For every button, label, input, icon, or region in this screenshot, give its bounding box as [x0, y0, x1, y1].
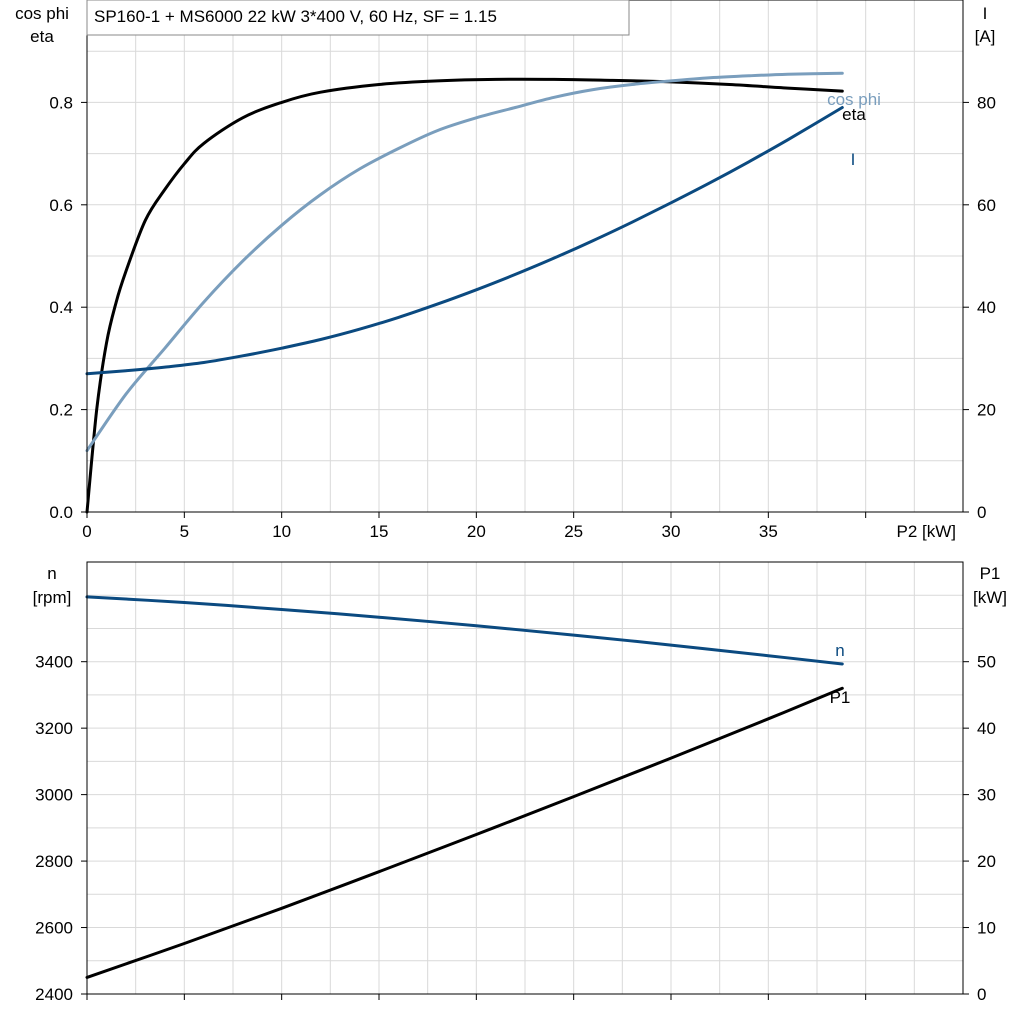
x-tick-label: 20: [467, 522, 486, 541]
top-left-tick-label: 0.6: [49, 196, 73, 215]
bottom-plot-frame: [86, 561, 964, 995]
top-right-axis-label-2: [A]: [975, 27, 996, 46]
bottom-left-tick-label: 3000: [35, 786, 73, 805]
top-right-tick-label: 0: [977, 503, 986, 522]
x-tick-label: 5: [180, 522, 189, 541]
x-tick-label: 15: [370, 522, 389, 541]
bottom-left-tick-label: 3200: [35, 719, 73, 738]
chart-title: SP160-1 + MS6000 22 kW 3*400 V, 60 Hz, S…: [94, 7, 497, 26]
series-line-n: [85, 595, 844, 666]
x-tick-label: 25: [564, 522, 583, 541]
title-box: [86, 0, 630, 36]
top-right-tick-label: 20: [977, 401, 996, 420]
x-axis-label: P2 [kW]: [896, 522, 956, 541]
top-right-axis-label-1: I: [983, 4, 988, 23]
bottom-right-axis-label-1: P1: [980, 564, 1001, 583]
top-right-tick-label: 80: [977, 93, 996, 112]
top-right-tick-label: 40: [977, 298, 996, 317]
bottom-left-axis-label-1: n: [47, 564, 56, 583]
x-tick-label: 35: [759, 522, 778, 541]
x-tick-label: 30: [662, 522, 681, 541]
top-left-tick-label: 0.8: [49, 93, 73, 112]
x-tick-label: 0: [82, 522, 91, 541]
series-label-eta: eta: [842, 105, 866, 124]
series-line-eta: [85, 77, 844, 514]
bottom-right-tick-label: 10: [977, 919, 996, 938]
bottom-right-tick-label: 50: [977, 653, 996, 672]
bottom-left-tick-label: 2400: [35, 985, 73, 1004]
bottom-left-tick-label: 3400: [35, 653, 73, 672]
top-left-tick-label: 0.2: [49, 401, 73, 420]
bottom-right-tick-label: 40: [977, 719, 996, 738]
series-label-P1: P1: [830, 688, 851, 707]
top-right-tick-label: 60: [977, 196, 996, 215]
bottom-right-tick-label: 20: [977, 852, 996, 871]
top-left-tick-label: 0.4: [49, 298, 73, 317]
series-line-I: [85, 106, 844, 376]
bottom-left-tick-label: 2800: [35, 852, 73, 871]
top-plot-frame: [86, 0, 964, 513]
series-line-cos-phi: [85, 71, 844, 453]
series-line-P1: [85, 686, 844, 979]
top-left-tick-label: 0.0: [49, 503, 73, 522]
series-label-cos-phi: cos phi: [827, 90, 881, 109]
top-left-axis-label-2: eta: [30, 27, 54, 46]
bottom-right-tick-label: 30: [977, 786, 996, 805]
series-label-I: I: [851, 150, 856, 169]
bottom-left-axis-label-2: [rpm]: [33, 588, 72, 607]
bottom-left-tick-label: 2600: [35, 919, 73, 938]
x-tick-label: 10: [272, 522, 291, 541]
bottom-right-axis-label-2: [kW]: [973, 588, 1007, 607]
top-left-axis-label-1: cos phi: [15, 4, 69, 23]
bottom-right-tick-label: 0: [977, 985, 986, 1004]
series-label-n: n: [835, 641, 844, 660]
